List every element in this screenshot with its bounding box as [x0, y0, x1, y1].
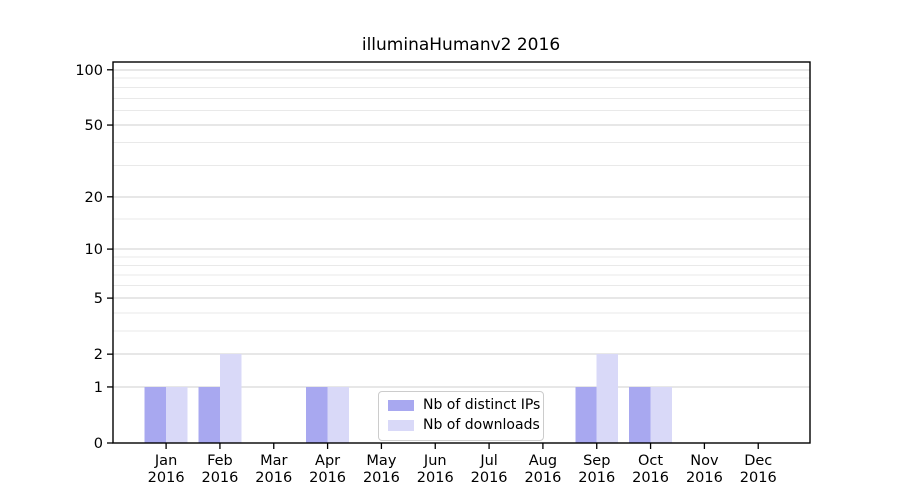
legend-item-distinct-ips: Nb of distinct IPs: [388, 397, 540, 414]
bar-downloads-apr: [327, 386, 349, 443]
bar-downloads-sep: [596, 354, 619, 443]
y-tick-label: 20: [85, 190, 103, 206]
x-tick-label-month: Sep: [583, 453, 610, 469]
x-tick-label-year: 2016: [632, 470, 669, 486]
bar-distinct-ips-oct: [629, 386, 651, 443]
x-tick-label-month: Dec: [744, 453, 772, 469]
x-tick-label-year: 2016: [686, 470, 723, 486]
x-tick-label-month: Jun: [423, 453, 447, 469]
legend-item-downloads: Nb of downloads: [388, 417, 540, 434]
x-tick-label-year: 2016: [201, 470, 238, 486]
plot-frame: [112, 61, 811, 444]
bar-distinct-ips-feb: [198, 386, 220, 443]
y-tick-label: 2: [94, 347, 103, 363]
x-tick-label-year: 2016: [471, 470, 508, 486]
x-tick-label-month: Aug: [529, 453, 557, 469]
legend-swatch-downloads: [388, 419, 414, 431]
x-tick-label-year: 2016: [309, 470, 346, 486]
y-tick-label: 1: [94, 380, 103, 396]
y-tick-label: 5: [94, 291, 103, 307]
x-tick-label-year: 2016: [417, 470, 454, 486]
bar-distinct-ips-apr: [306, 386, 328, 443]
x-tick-label-month: Oct: [638, 453, 663, 469]
x-tick-label-year: 2016: [740, 470, 777, 486]
bar-downloads-jan: [166, 386, 188, 443]
x-tick-label-year: 2016: [578, 470, 615, 486]
y-tick-label: 10: [85, 242, 103, 258]
legend-label-downloads: Nb of downloads: [423, 416, 540, 433]
bar-downloads-oct: [650, 386, 672, 443]
bar-downloads-feb: [219, 354, 242, 443]
x-tick-label-month: Jul: [479, 453, 498, 469]
x-tick-label-month: Apr: [315, 453, 340, 469]
y-tick-label: 0: [94, 436, 103, 452]
x-tick-label-month: Mar: [260, 453, 287, 469]
x-tick-label-year: 2016: [255, 470, 292, 486]
x-tick-label-month: May: [366, 453, 396, 469]
legend-swatch-distinct-ips: [388, 399, 414, 411]
legend-label-distinct-ips: Nb of distinct IPs: [423, 397, 541, 413]
bar-distinct-ips-jan: [144, 386, 167, 443]
x-tick-label-year: 2016: [363, 470, 400, 486]
legend: Nb of distinct IPs Nb of downloads: [378, 391, 544, 441]
x-tick-label-year: 2016: [524, 470, 561, 486]
x-tick-label-month: Nov: [690, 453, 719, 469]
x-tick-label-month: Feb: [207, 453, 233, 469]
y-tick-label: 50: [85, 118, 103, 134]
y-tick-label: 100: [75, 63, 103, 79]
bar-distinct-ips-sep: [575, 386, 597, 443]
x-tick-label-month: Jan: [154, 453, 177, 469]
x-tick-label-year: 2016: [148, 470, 185, 486]
chart-title: illuminaHumanv2 2016: [361, 35, 561, 55]
